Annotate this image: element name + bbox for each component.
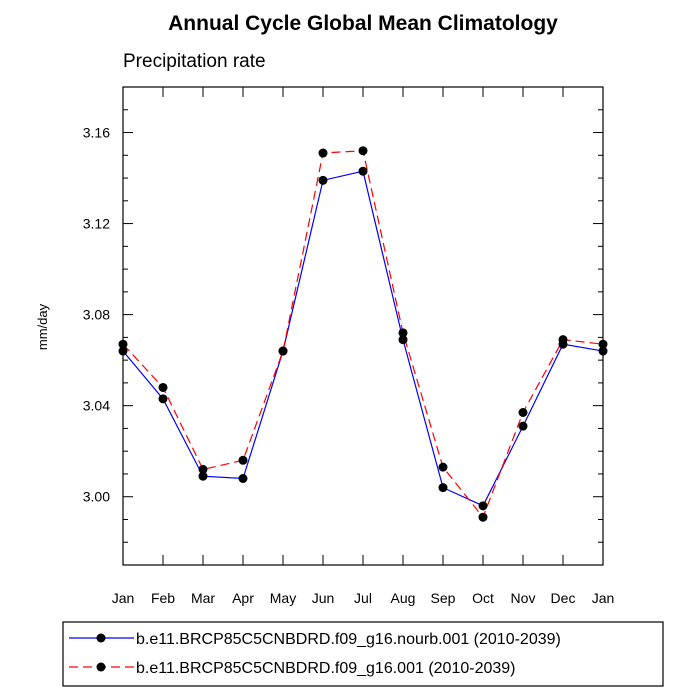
series-2-point [438,462,448,472]
series-2-point [158,382,168,392]
y-tick-label: 3.08 [83,307,110,323]
x-tick-label: Feb [151,590,175,606]
x-tick-label: Apr [232,590,254,606]
x-tick-label: Aug [391,590,416,606]
series-1-point [518,421,528,431]
series-1-point [238,474,248,484]
series-2-point [478,512,488,522]
x-tick-label: Jan [592,590,615,606]
series-2-point [278,346,288,356]
x-tick-label: May [270,590,296,606]
series-line-1 [122,170,604,507]
series-1-point [118,346,128,356]
x-tick-label: Jan [112,590,135,606]
x-tick-labels: Jan Feb Mar Apr May Jun Jul Aug Sep Oct Nov Dec Jan [112,590,615,606]
series-2-point [198,464,208,474]
series-1-point [198,471,208,481]
series-2-point [558,335,568,345]
series-1-point [318,175,328,185]
y-tick-label: 3.12 [83,216,110,232]
series-2-point [118,339,128,349]
x-tick-label: Jul [354,590,372,606]
x-tick-label: Mar [191,590,215,606]
tick-marks [122,86,604,566]
legend-marker-2 [96,662,106,672]
x-tick-label: Dec [551,590,576,606]
chart-title: Annual Cycle Global Mean Climatology [168,12,558,35]
series-1-point [438,483,448,493]
y-tick-label: 3.04 [83,398,110,414]
series-1-point [398,335,408,345]
y-axis-label: mm/day [35,303,50,350]
series-1-point [598,346,608,356]
plot-frame [122,86,604,566]
y-tick-label: 3.16 [83,125,110,141]
legend-entry-2: b.e11.BRCP85C5CNBDRD.f09_g16.001 (2010-2… [69,660,515,677]
y-tick-label: 3.00 [83,489,110,505]
series-1-point [358,166,368,176]
series-2-point [398,328,408,338]
chart-subtitle: Precipitation rate [123,51,266,72]
series-2-point [238,455,248,465]
x-tick-label: Nov [511,590,536,606]
legend-entry-1: b.e11.BRCP85C5CNBDRD.f09_g16.nourb.001 (… [69,631,561,648]
series-2-point [518,407,528,417]
legend-box [62,621,664,687]
x-tick-label: Jun [312,590,335,606]
legend-marker-1 [96,633,106,643]
series-2-point [358,146,368,156]
x-tick-label: Sep [431,590,456,606]
series-2-point [598,339,608,349]
x-tick-label: Oct [472,590,494,606]
y-tick-labels: 3.00 3.04 3.08 3.12 3.16 [83,125,110,505]
series-1-point [478,501,488,511]
series-lines [118,146,608,522]
series-2-point [318,148,328,158]
legend-label-1: b.e11.BRCP85C5CNBDRD.f09_g16.nourb.001 (… [136,631,561,648]
series-line-2 [122,150,604,519]
legend-label-2: b.e11.BRCP85C5CNBDRD.f09_g16.001 (2010-2… [136,660,515,677]
series-1-point [158,394,168,404]
